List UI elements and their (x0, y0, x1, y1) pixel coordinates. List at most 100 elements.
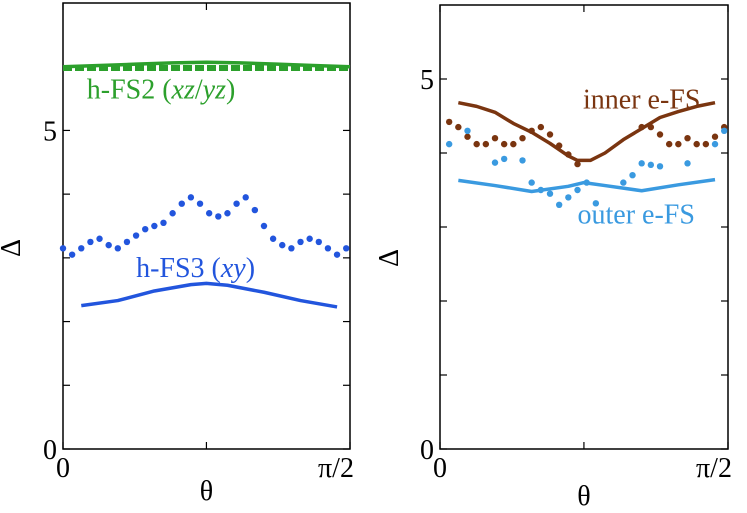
data-point (196, 200, 204, 207)
x-axis-label: θ (577, 481, 590, 512)
data-point (445, 140, 453, 148)
data-point (528, 127, 535, 134)
data-point (114, 245, 122, 252)
data-point (187, 194, 195, 201)
data-point (711, 133, 719, 140)
data-point (142, 225, 149, 233)
data-point (519, 157, 526, 164)
data-point (482, 140, 490, 148)
series-line (81, 281, 338, 309)
data-point (546, 131, 554, 138)
series-h-fs3-solid: h-FS3 (xy) (81, 253, 338, 309)
data-point (592, 200, 600, 207)
series-line (458, 177, 716, 194)
data-point (68, 251, 76, 258)
data-point (711, 140, 719, 148)
data-point (324, 245, 332, 252)
series-label-part: xy (220, 253, 246, 284)
data-point (555, 201, 563, 208)
data-point (565, 151, 572, 158)
series-label: h-FS2 (xz/yz) (87, 75, 236, 106)
data-point (224, 210, 231, 217)
data-point (315, 238, 322, 246)
data-point (269, 235, 277, 242)
data-point (169, 210, 176, 217)
data-point (306, 235, 313, 242)
data-point (464, 133, 471, 140)
data-point (342, 245, 350, 252)
data-point (105, 241, 112, 249)
data-point (693, 140, 700, 148)
series-inner-e-fs-solid: inner e-FS (457, 85, 716, 163)
series-outer-e-fs-dotted (445, 127, 728, 208)
series-label: inner e-FS (583, 85, 700, 116)
data-point (333, 251, 341, 258)
data-point (555, 142, 563, 149)
data-point (132, 232, 140, 239)
x-tick-label: π/2 (696, 453, 732, 484)
series-h-fs3-dotted (59, 194, 350, 258)
data-point (96, 235, 103, 242)
data-point (684, 160, 691, 167)
data-point (251, 206, 259, 214)
data-point (647, 123, 655, 131)
data-point (684, 135, 691, 142)
x-tick-label: 0 (433, 453, 447, 484)
y-tick-label: 5 (420, 65, 434, 96)
data-point (656, 163, 664, 170)
data-point (178, 200, 185, 207)
series-label-part: / (195, 75, 203, 106)
data-point (445, 118, 453, 126)
x-tick-label: π/2 (318, 453, 354, 484)
y-tick-label: 5 (43, 116, 57, 147)
data-point (473, 140, 480, 148)
data-point (675, 140, 682, 148)
data-point (665, 140, 673, 148)
series-label-part: inner e-FS (583, 85, 700, 116)
data-point (565, 194, 572, 201)
data-point (647, 161, 655, 169)
data-point (464, 127, 471, 134)
data-point (288, 245, 295, 252)
x-tick-label: 0 (56, 453, 70, 484)
data-point (500, 140, 508, 148)
y-tick-label: 0 (43, 435, 57, 466)
data-point (638, 160, 645, 167)
data-point (87, 238, 94, 246)
y-axis-label: Δ (374, 249, 405, 267)
series-label: h-FS3 (xy) (136, 253, 255, 284)
y-tick-label: 0 (420, 435, 434, 466)
series-label-part: xz (171, 75, 195, 106)
data-point (702, 140, 710, 148)
data-point (242, 194, 249, 201)
data-point (78, 245, 85, 252)
data-point (160, 219, 167, 227)
data-point (491, 135, 499, 142)
data-point (537, 123, 545, 131)
series-label-part: h-FS2 ( (87, 75, 172, 106)
series-label-part: ) (246, 253, 255, 284)
data-point (205, 210, 213, 217)
data-point (500, 155, 508, 163)
data-point (491, 159, 499, 166)
data-point (574, 186, 581, 194)
data-point (620, 179, 627, 186)
series-outer-e-fs-solid: outer e-FS (458, 177, 716, 230)
data-point (574, 160, 581, 168)
series-label: outer e-FS (578, 199, 695, 230)
data-point (455, 123, 462, 131)
y-axis-label: Δ (0, 239, 27, 257)
data-point (638, 123, 645, 131)
data-point (123, 238, 131, 246)
data-point (233, 200, 240, 207)
data-point (297, 238, 304, 246)
data-point (519, 135, 526, 142)
series-label-part: yz (200, 75, 226, 106)
x-axis-label: θ (200, 476, 213, 507)
data-point (546, 190, 554, 197)
data-point (151, 222, 158, 230)
data-point (215, 213, 222, 220)
